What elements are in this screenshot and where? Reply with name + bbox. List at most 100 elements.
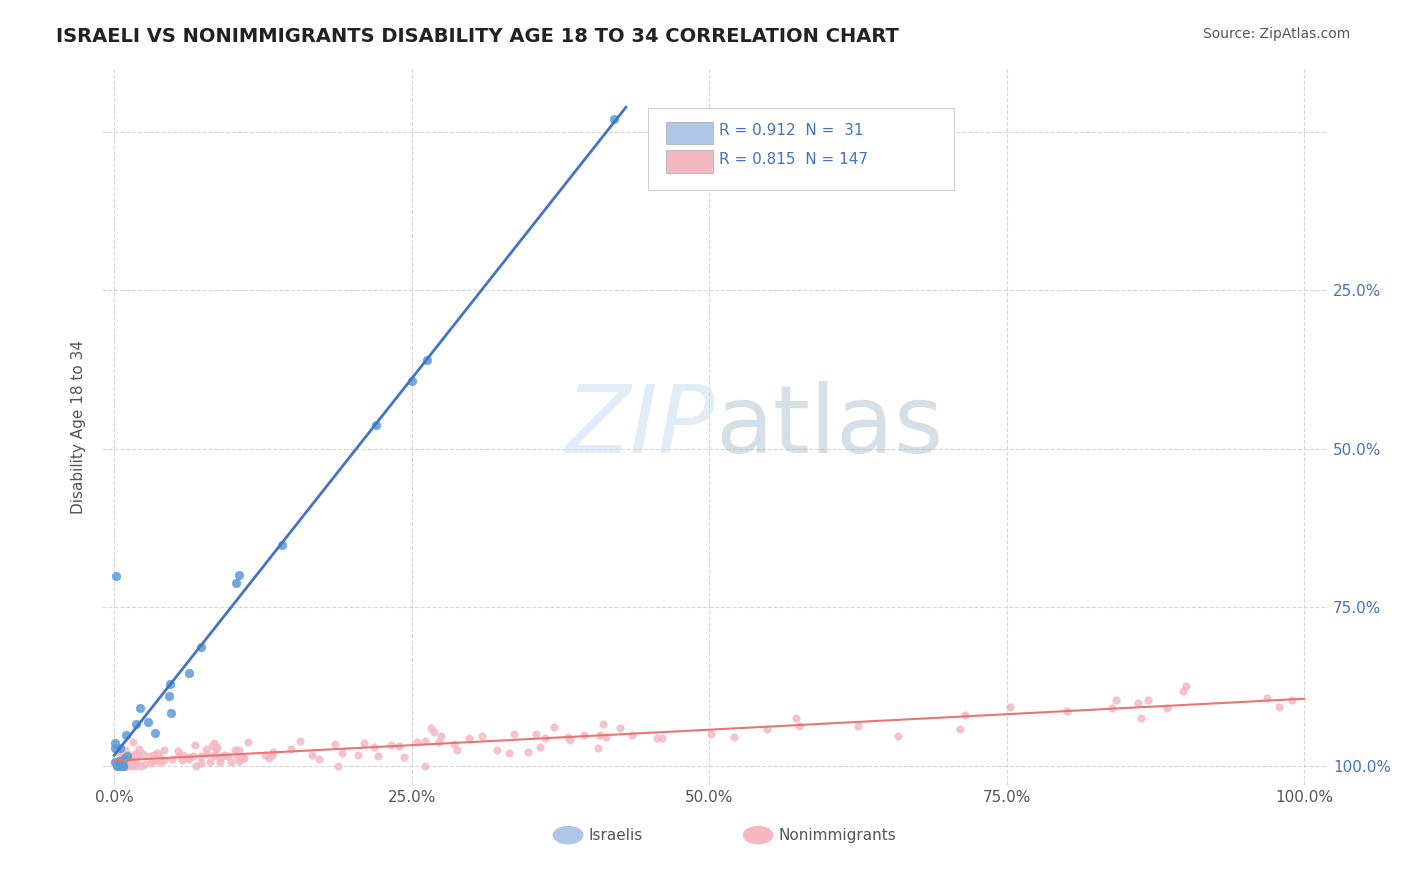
Point <box>401 374 423 388</box>
Point <box>557 730 579 744</box>
Point <box>254 748 277 763</box>
Point <box>114 759 136 773</box>
Point <box>184 759 207 773</box>
Point <box>179 666 201 681</box>
Point <box>114 728 136 742</box>
Point <box>621 728 644 742</box>
Point <box>1175 679 1198 693</box>
Point <box>543 720 565 734</box>
Point <box>592 717 614 731</box>
Point <box>107 745 129 759</box>
Point <box>105 759 128 773</box>
Point <box>110 759 132 773</box>
Point <box>172 748 194 763</box>
Point <box>595 730 617 744</box>
Point <box>224 742 246 756</box>
Point <box>232 751 254 765</box>
Point <box>1137 693 1160 707</box>
Point <box>190 756 212 770</box>
Point <box>204 749 226 764</box>
Point <box>1171 684 1194 698</box>
Point <box>288 734 311 748</box>
Point <box>122 747 145 762</box>
Point <box>195 747 218 762</box>
Point <box>117 756 139 770</box>
Point <box>124 759 146 773</box>
Point <box>202 748 225 763</box>
Point <box>423 724 446 739</box>
Point <box>1056 704 1078 718</box>
Point <box>323 737 346 751</box>
Point <box>458 731 481 746</box>
Point <box>603 112 626 127</box>
Point <box>262 745 284 759</box>
Point <box>115 759 138 773</box>
Point <box>1101 700 1123 714</box>
Point <box>1256 691 1278 706</box>
Point <box>367 748 389 763</box>
FancyBboxPatch shape <box>666 121 713 145</box>
Point <box>105 759 128 773</box>
Point <box>238 735 260 749</box>
Point <box>153 743 176 757</box>
Text: atlas: atlas <box>716 381 943 473</box>
Point <box>104 756 127 770</box>
Point <box>167 747 190 762</box>
Point <box>1126 696 1149 710</box>
Point <box>1000 700 1022 714</box>
Point <box>645 731 668 746</box>
Point <box>257 750 280 764</box>
Point <box>125 717 148 731</box>
Point <box>108 757 131 772</box>
Point <box>394 749 416 764</box>
Text: R = 0.815  N = 147: R = 0.815 N = 147 <box>718 152 868 167</box>
Point <box>108 741 131 756</box>
Point <box>114 749 136 764</box>
Point <box>111 751 134 765</box>
Point <box>121 751 143 765</box>
Point <box>114 748 136 763</box>
Point <box>231 751 253 765</box>
Point <box>534 731 557 745</box>
Point <box>104 736 127 750</box>
Point <box>443 737 465 751</box>
Point <box>1156 700 1178 714</box>
Point <box>201 739 224 753</box>
Point <box>208 755 231 769</box>
Text: R = 0.912  N =  31: R = 0.912 N = 31 <box>718 123 863 138</box>
Point <box>205 739 228 754</box>
Circle shape <box>744 827 773 844</box>
Point <box>846 719 869 733</box>
Point <box>112 752 135 766</box>
Point <box>1129 711 1152 725</box>
Point <box>949 723 972 737</box>
Point <box>419 721 441 735</box>
Point <box>723 730 745 744</box>
Point <box>122 755 145 769</box>
Point <box>121 735 143 749</box>
Point <box>190 748 212 763</box>
Point <box>609 721 631 735</box>
Point <box>415 353 437 368</box>
Point <box>159 676 181 690</box>
Point <box>141 753 163 767</box>
Point <box>228 743 250 757</box>
FancyBboxPatch shape <box>666 150 713 173</box>
Point <box>574 728 596 742</box>
Point <box>217 748 239 763</box>
Point <box>214 748 236 763</box>
Point <box>110 750 132 764</box>
Point <box>108 754 131 768</box>
Point <box>366 417 388 432</box>
Point <box>560 733 582 747</box>
Point <box>179 752 201 766</box>
Point <box>139 748 162 763</box>
Point <box>524 727 547 741</box>
Point <box>427 735 450 749</box>
Point <box>124 751 146 765</box>
Point <box>111 758 134 772</box>
Text: Israelis: Israelis <box>589 828 643 843</box>
Point <box>157 690 180 704</box>
Point <box>1104 693 1126 707</box>
Point <box>124 752 146 766</box>
